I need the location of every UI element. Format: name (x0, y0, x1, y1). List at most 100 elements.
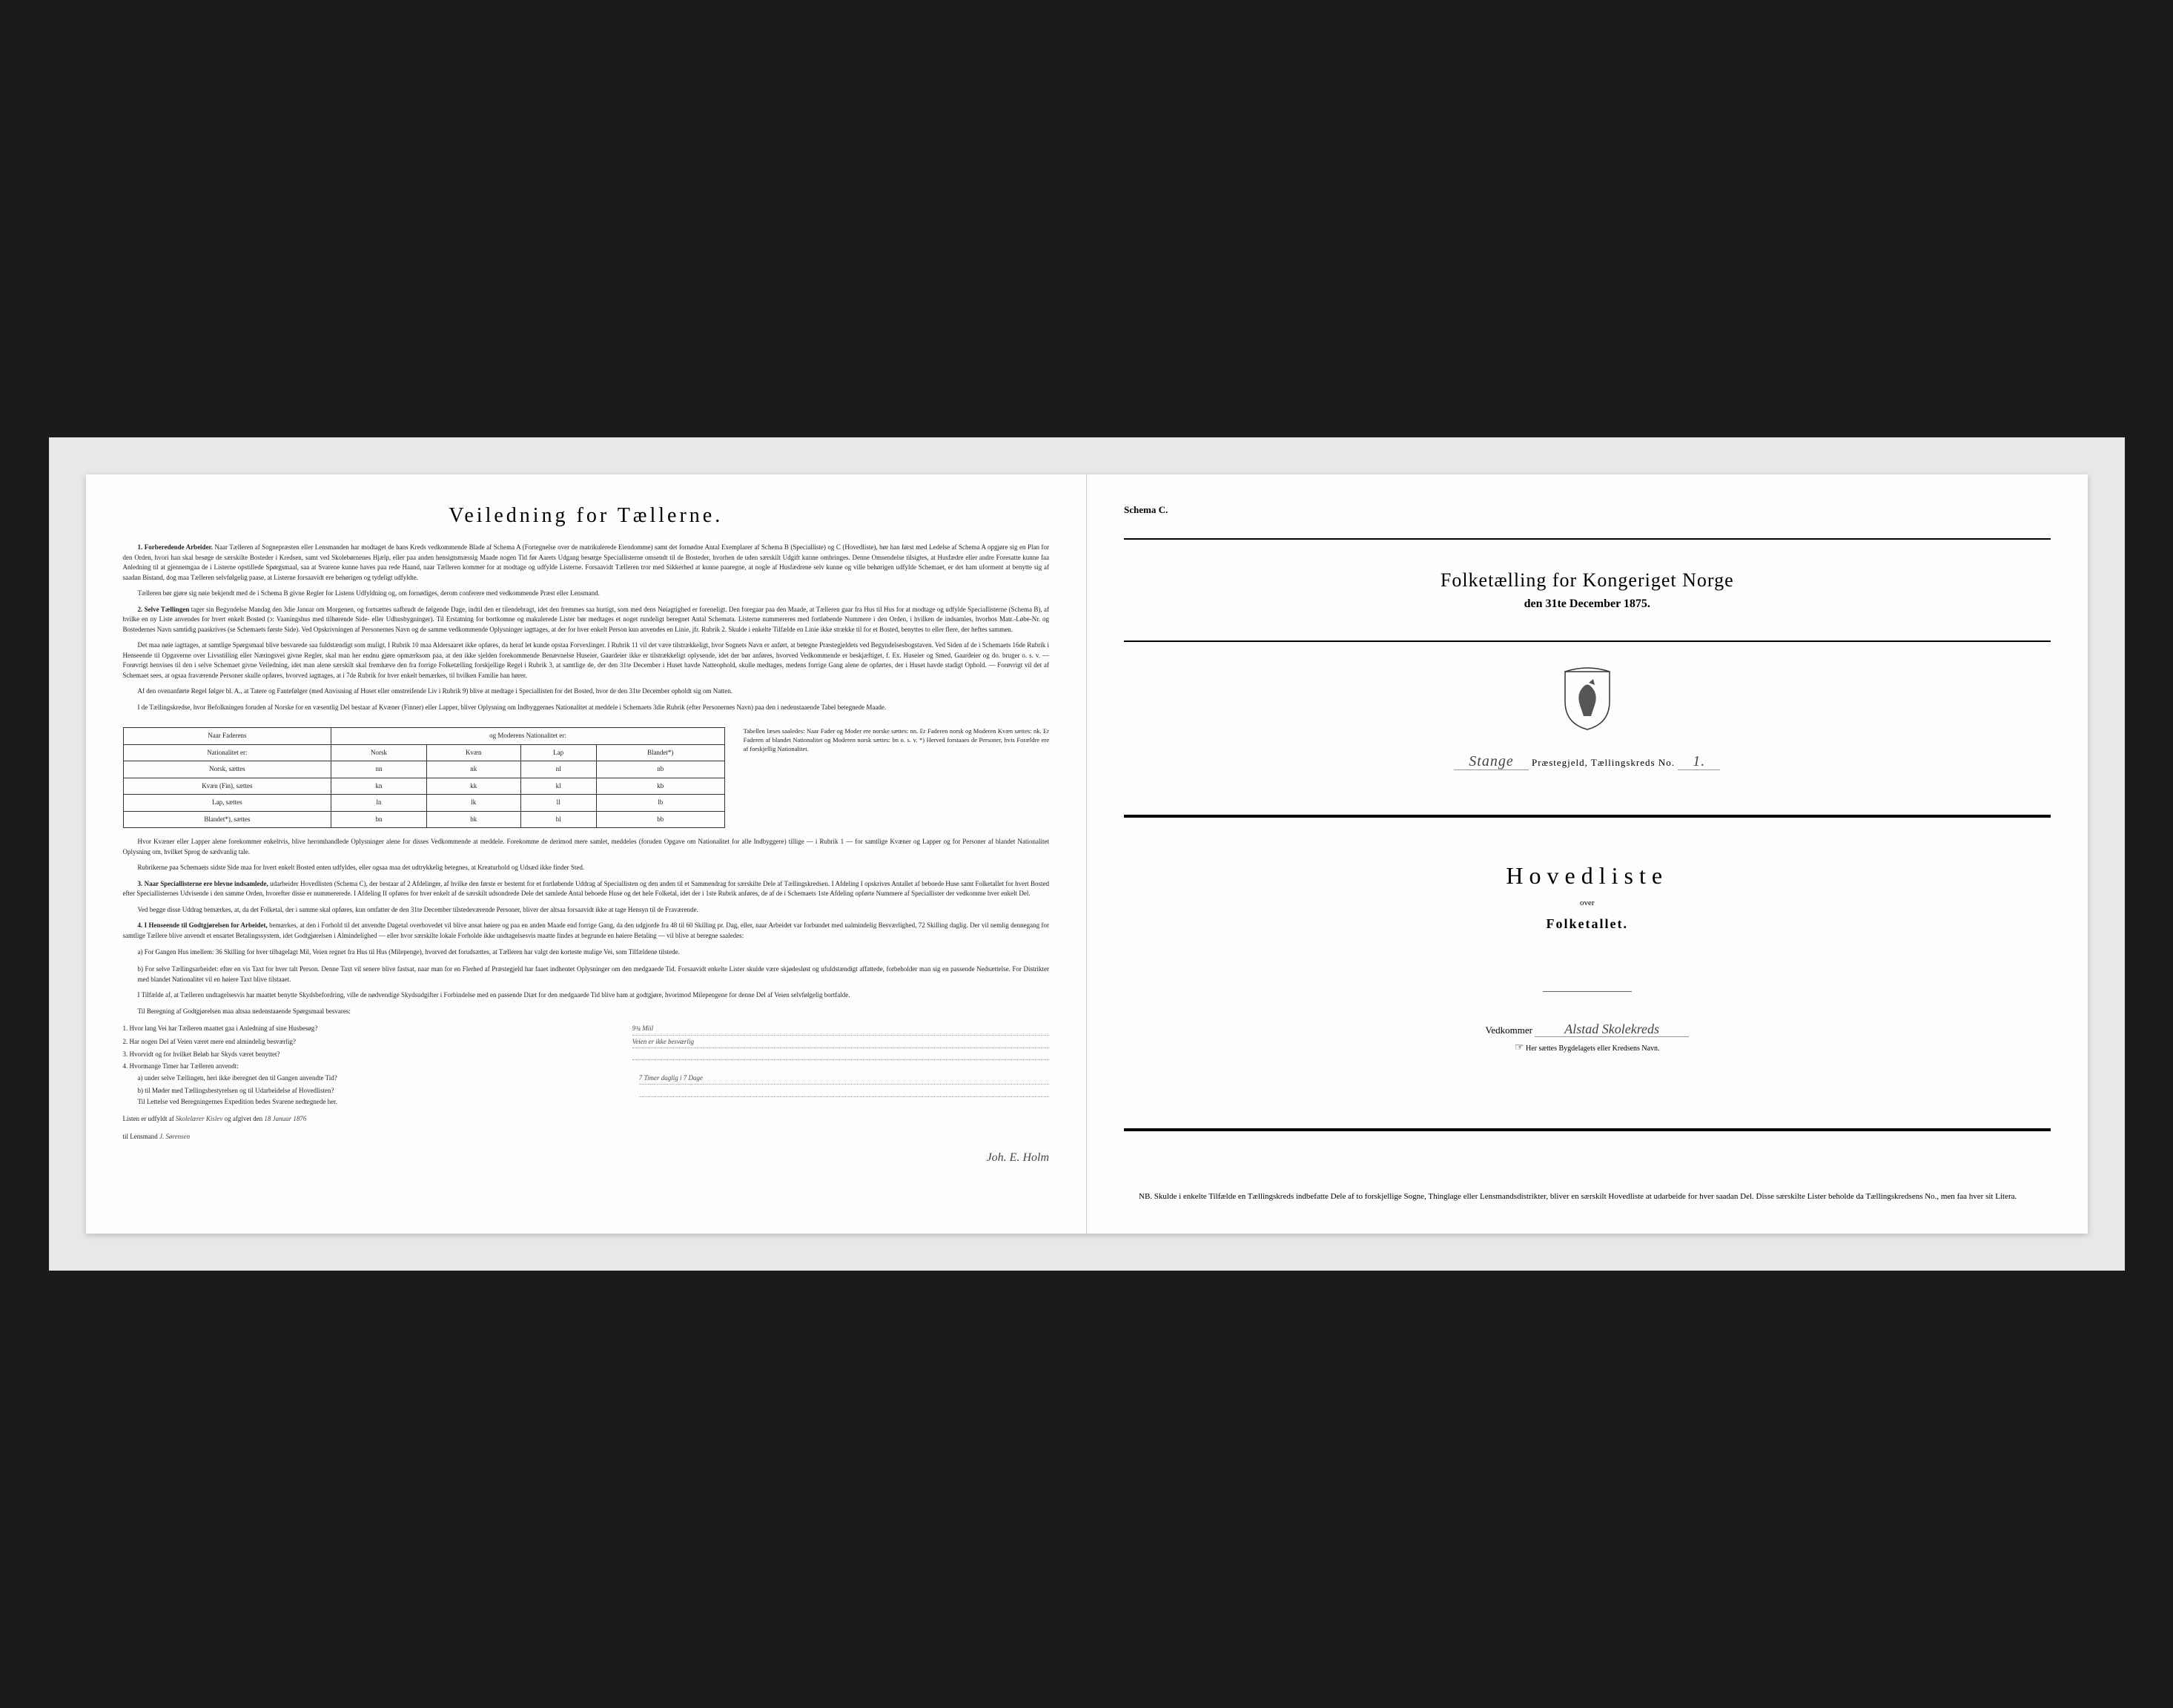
hint-text: ☞ Her sættes Bygdelagets eller Kredsens … (1124, 1042, 2051, 1054)
question-3: 3. Hvorvidt og for hvilket Beløb har Sky… (123, 1048, 632, 1060)
answer-4b (639, 1085, 1049, 1096)
cell: ll (520, 795, 596, 812)
nb-text: NB. Skulde i enkelte Tilfælde en Tælling… (1124, 1191, 2051, 1204)
document-frame: Veiledning for Tællerne. 1. Forberedende… (49, 437, 2125, 1271)
coat-of-arms-svg (1558, 664, 1617, 731)
questions-block: 1. Hvor lang Vei har Tælleren maattet ga… (123, 1022, 1050, 1096)
instructions-title: Veiledning for Tællerne. (123, 504, 1050, 528)
question-row: a) under selve Tællingen, heri ikke iber… (123, 1072, 1050, 1085)
para-1b: Tælleren bør gjøre sig nøie bekjendt med… (123, 589, 1050, 599)
cell: ln (331, 795, 426, 812)
footer-note: Til Lettelse ved Beregningernes Expediti… (123, 1097, 1050, 1108)
cell: bl (520, 811, 596, 828)
answer-1: 9¾ Miil (632, 1022, 1049, 1035)
table-col-0: Norsk (331, 744, 426, 761)
answer-4a: 7 Timer daglig i 7 Dage (639, 1072, 1049, 1085)
signature-block-2: til Lensmand J. Sørensen (123, 1132, 1050, 1142)
vedkommer-label: Vedkommer (1485, 1025, 1532, 1036)
question-row: 2. Har nogen Del af Veien været mere end… (123, 1036, 1050, 1048)
para-2d: I de Tællingskredse, hvor Befolkningen f… (123, 703, 1050, 713)
signature-block-3: Joh. E. Holm (123, 1149, 1050, 1167)
cell: kk (426, 778, 520, 795)
para-2: tager sin Begyndelse Mandag den 3die Jan… (123, 606, 1050, 633)
divider-short (1543, 991, 1632, 992)
table-col-3: Blandet*) (596, 744, 724, 761)
table-row: Lap, sættes ln lk ll lb (123, 795, 724, 812)
rule-heavy-2 (1124, 1128, 2051, 1131)
rule-heavy (1124, 815, 2051, 818)
section-2-lead: 2. Selve Tællingen (138, 606, 190, 613)
signature-block: Listen er udfyldt af Skolelærer Kislev o… (123, 1114, 1050, 1125)
cell: lb (596, 795, 724, 812)
para-5b: b) For selve Tællingsarbeidet: efter en … (138, 964, 1050, 985)
table-header-row: Naar Faderens og Moderens Nationalitet e… (123, 728, 724, 745)
row-label: Blandet*), sættes (123, 811, 331, 828)
sig1-label: Listen er udfyldt af (123, 1115, 174, 1122)
cell: kb (596, 778, 724, 795)
question-4a: a) under selve Tællingen, heri ikke iber… (138, 1072, 639, 1085)
section-1-lead: 1. Forberedende Arbeider. (138, 543, 213, 551)
schema-label: Schema C. (1124, 504, 2051, 516)
folketallet-label: Folketallet. (1124, 916, 2051, 932)
table-header-left: Naar Faderens (123, 728, 331, 745)
sig2-value: 18 Januar 1876 (264, 1115, 306, 1122)
section-4-lead: 4. I Henseende til Godtgjørelsen for Arb… (138, 921, 268, 929)
left-page: Veiledning for Tællerne. 1. Forberedende… (86, 474, 1088, 1234)
sig4-value: Joh. E. Holm (987, 1151, 1049, 1164)
nationality-table: Naar Faderens og Moderens Nationalitet e… (123, 727, 725, 828)
table-header-right: og Moderens Nationalitet er: (331, 728, 724, 745)
cell: nn (331, 761, 426, 778)
cell: bb (596, 811, 724, 828)
row-label: Kvæn (Fin), sættes (123, 778, 331, 795)
vedkommer-value: Alstad Skolekreds (1535, 1022, 1689, 1037)
para-3: Hvor Kvæner eller Lapper alene forekomme… (123, 837, 1050, 857)
right-page: Schema C. Folketælling for Kongeriget No… (1087, 474, 2088, 1234)
sig3-label: til Lensmand (123, 1133, 158, 1140)
cell: bn (331, 811, 426, 828)
over-label: over (1124, 898, 2051, 907)
cell: lk (426, 795, 520, 812)
row-label: Lap, sættes (123, 795, 331, 812)
hovedliste-title: Hovedliste (1124, 862, 2051, 890)
census-title: Folketælling for Kongeriget Norge (1124, 569, 2051, 592)
cell: nl (520, 761, 596, 778)
question-row: b) til Møder med Tællingsbestyrelsen og … (123, 1085, 1050, 1096)
table-col-2: Lap (520, 744, 596, 761)
para-3b: Rubrikerne paa Schemaets sidste Side maa… (123, 863, 1050, 873)
question-4: 4. Hvormange Timer har Tælleren anvendt: (123, 1060, 1050, 1072)
cell: nk (426, 761, 520, 778)
table-row: Blandet*), sættes bn bk bl bb (123, 811, 724, 828)
row-label: Norsk, sættes (123, 761, 331, 778)
rule-2 (1124, 640, 2051, 642)
table-note: Tabellen læses saaledes: Naar Fader og M… (744, 718, 1049, 754)
para-2c: Af den ovenanførte Regel følger bl. A., … (123, 686, 1050, 697)
section-3-lead: 3. Naar Speciallisterne ere blevne indsa… (138, 880, 268, 887)
answer-2: Veien er ikke besværlig (632, 1036, 1049, 1048)
table-col-label: Nationalitet er: (123, 744, 331, 761)
coat-of-arms-icon (1558, 664, 1617, 731)
para-6: Til Beregning af Godtgjørelsen maa altsa… (123, 1007, 1050, 1017)
pointing-hand-icon: ☞ (1515, 1042, 1524, 1053)
question-1: 1. Hvor lang Vei har Tælleren maattet ga… (123, 1022, 632, 1035)
para-4b: Ved begge disse Uddrag bemærkes, at, da … (123, 905, 1050, 916)
prestegjeld-label: Præstegjeld, Tællingskreds No. (1532, 757, 1675, 768)
census-subtitle: den 31te December 1875. (1124, 598, 2051, 611)
cell: kl (520, 778, 596, 795)
cell: kn (331, 778, 426, 795)
question-row: 1. Hvor lang Vei har Tælleren maattet ga… (123, 1022, 1050, 1035)
sig1-value: Skolelærer Kislev (176, 1115, 222, 1122)
question-4b: b) til Møder med Tællingsbestyrelsen og … (138, 1085, 639, 1096)
body-text: 1. Forberedende Arbeider. Naar Tælleren … (123, 543, 1050, 1167)
table-col-1: Kvæn (426, 744, 520, 761)
hint-label: Her sættes Bygdelagets eller Kredsens Na… (1526, 1045, 1660, 1053)
para-1: Naar Tælleren af Sognepræsten eller Lens… (123, 543, 1050, 581)
cell: nb (596, 761, 724, 778)
prestegjeld-value: Stange (1454, 753, 1528, 770)
question-row: 3. Hvorvidt og for hvilket Beløb har Sky… (123, 1048, 1050, 1060)
table-subheader-row: Nationalitet er: Norsk Kvæn Lap Blandet*… (123, 744, 724, 761)
sub-list: a) For Gangen Hus imellem: 36 Skilling f… (138, 947, 1050, 984)
vedkommer-line: Vedkommer Alstad Skolekreds (1124, 1022, 2051, 1037)
sig3-value: J. Sørensen (159, 1133, 190, 1140)
table-row: Norsk, sættes nn nk nl nb (123, 761, 724, 778)
para-5a: a) For Gangen Hus imellem: 36 Skilling f… (138, 947, 1050, 957)
